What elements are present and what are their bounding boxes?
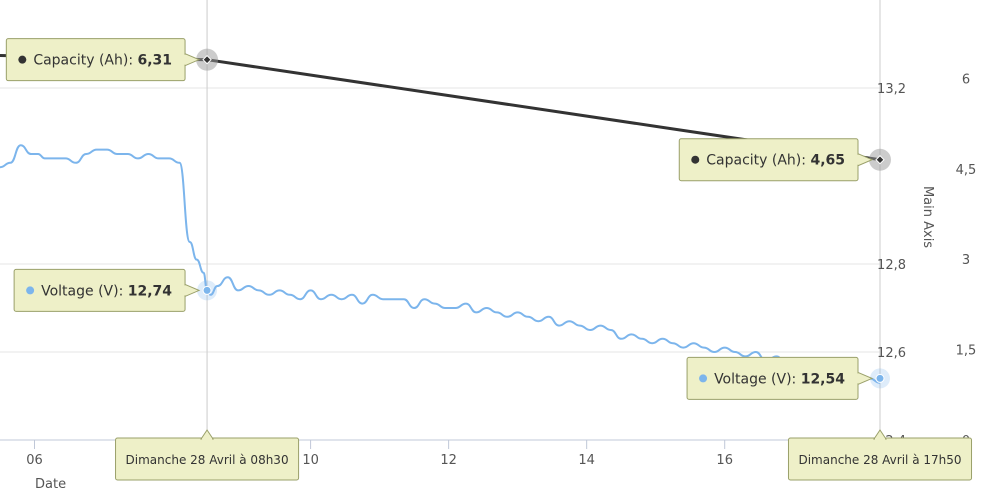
tooltip-series-dot bbox=[26, 286, 35, 295]
tooltip: Voltage (V): 12,74 bbox=[13, 268, 201, 312]
tooltip-text: Capacity (Ah): 4,65 bbox=[706, 153, 845, 169]
tooltip-label: Capacity (Ah): bbox=[706, 153, 810, 169]
tooltip-series-dot bbox=[18, 55, 27, 64]
tooltip-label: Voltage (V): bbox=[714, 371, 801, 387]
hover-point bbox=[202, 54, 212, 65]
hover-markers bbox=[196, 48, 891, 389]
crosshair-date-text: Dimanche 28 Avril à 08h30 bbox=[126, 453, 289, 467]
tooltip-text: Capacity (Ah): 6,31 bbox=[33, 53, 172, 69]
tooltip-label: Capacity (Ah): bbox=[33, 53, 137, 69]
outer-axis-tick-label: 3 bbox=[962, 253, 970, 268]
outer-axis-title: Main Axis bbox=[920, 186, 935, 248]
tooltip-value: 6,31 bbox=[138, 53, 173, 69]
tooltip-series-dot bbox=[691, 155, 700, 164]
inner-axis-tick-label: 12,8 bbox=[877, 258, 906, 273]
x-tick-label: 06 bbox=[26, 453, 43, 468]
x-tick-label: 10 bbox=[302, 453, 319, 468]
tooltip-value: 12,54 bbox=[801, 371, 846, 387]
x-tick-label: 14 bbox=[578, 453, 595, 468]
inner-axis-tick-label: 12,6 bbox=[877, 346, 906, 361]
x-tick-label: 12 bbox=[440, 453, 457, 468]
tooltip-label: Voltage (V): bbox=[41, 283, 128, 299]
tooltip-pointer bbox=[857, 371, 874, 386]
tooltip-series-dot bbox=[699, 374, 708, 383]
tooltip-text: Voltage (V): 12,74 bbox=[41, 283, 172, 299]
date-label-pointer bbox=[200, 429, 214, 440]
crosshair-date-label: Dimanche 28 Avril à 08h30 bbox=[115, 429, 300, 481]
tooltips: Capacity (Ah): 6,31 Voltage (V): 12,74 Cap… bbox=[5, 38, 973, 481]
series-group bbox=[0, 54, 881, 384]
x-axis-title: Date bbox=[35, 477, 66, 492]
hover-point bbox=[875, 155, 885, 165]
crosshair-date-text: Dimanche 28 Avril à 17h50 bbox=[798, 453, 961, 467]
crosshair-date-label: Dimanche 28 Avril à 17h50 bbox=[787, 429, 973, 481]
x-tick-label: 16 bbox=[716, 453, 733, 468]
tooltip: Capacity (Ah): 6,31 bbox=[5, 38, 201, 82]
tooltip-pointer bbox=[184, 283, 201, 298]
series-line bbox=[0, 144, 881, 384]
tooltip-value: 12,74 bbox=[128, 283, 173, 299]
tooltip: Capacity (Ah): 4,65 bbox=[678, 138, 874, 182]
outer-axis-tick-label: 4,5 bbox=[956, 163, 977, 178]
outer-axis-tick-label: 1,5 bbox=[956, 344, 977, 359]
tooltip-value: 4,65 bbox=[810, 153, 845, 169]
hover-point bbox=[202, 285, 212, 295]
hover-point bbox=[875, 373, 885, 383]
outer-axis-tick-label: 6 bbox=[962, 72, 970, 87]
tooltip: Voltage (V): 12,54 bbox=[686, 356, 874, 400]
inner-axis-tick-label: 13,2 bbox=[877, 82, 906, 97]
crosshairs bbox=[206, 0, 881, 440]
tooltip-text: Voltage (V): 12,54 bbox=[714, 371, 845, 387]
